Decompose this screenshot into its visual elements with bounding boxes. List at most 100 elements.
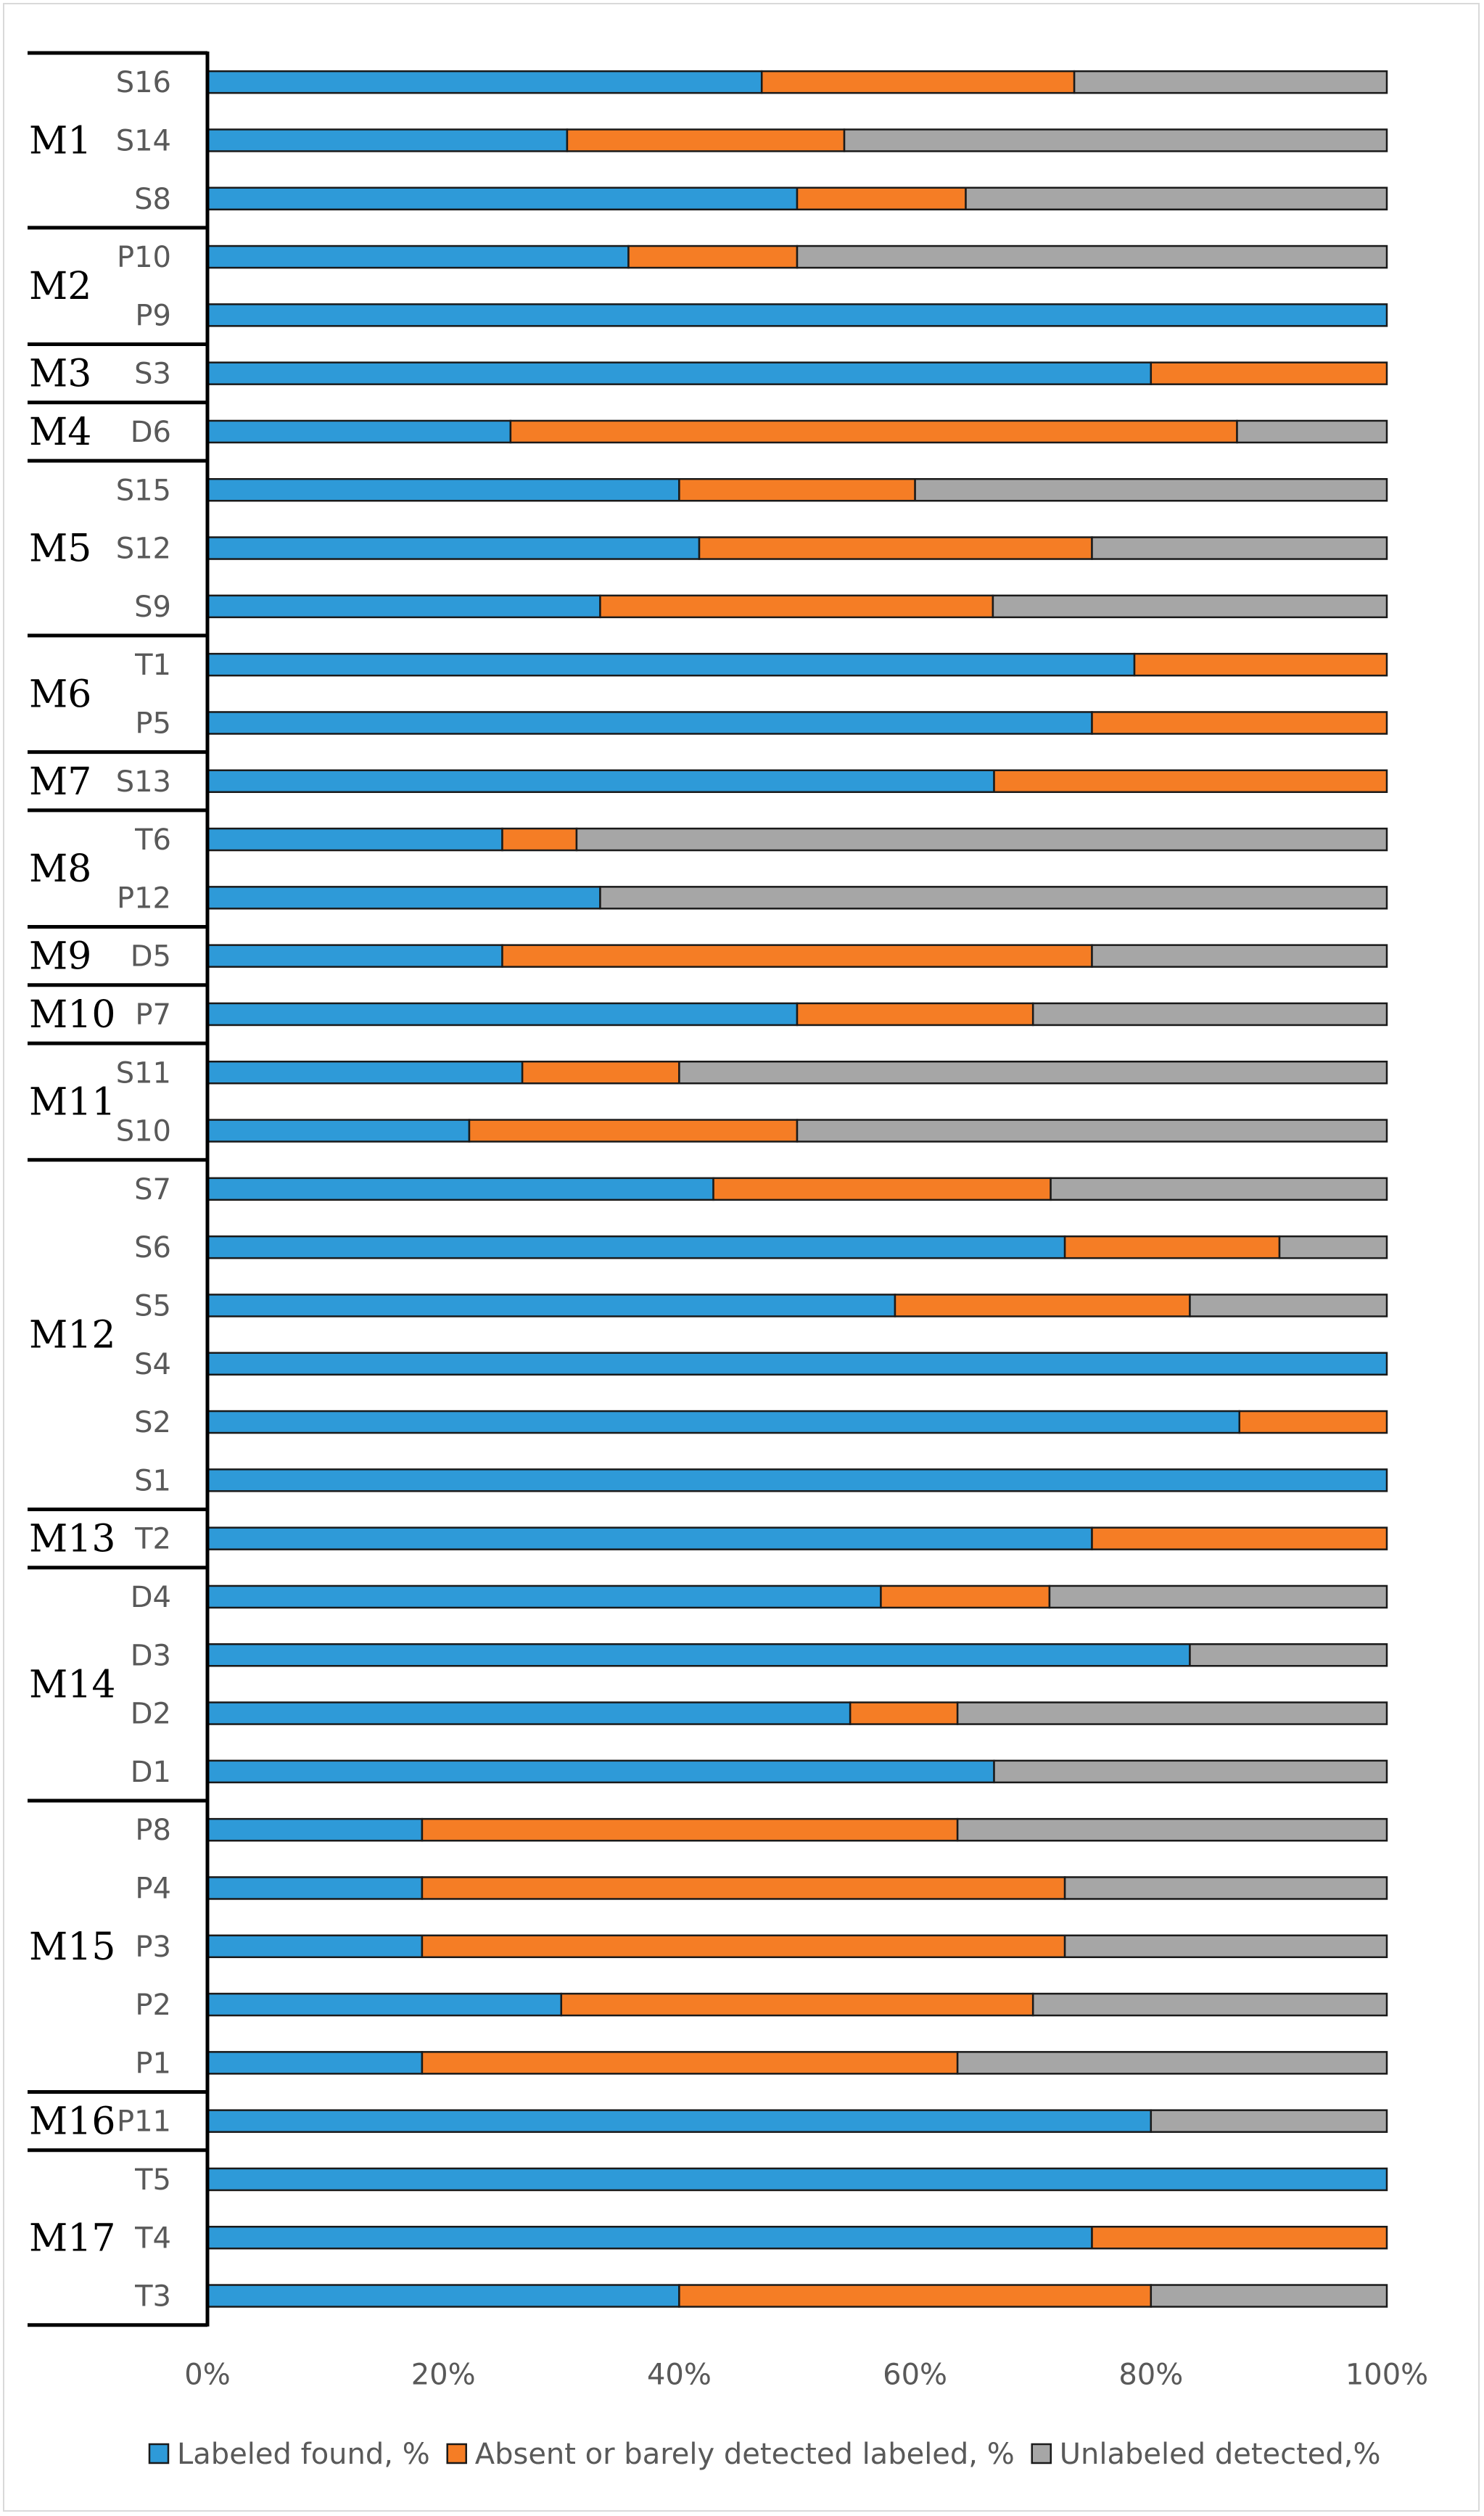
row-label-D4: D4 [131, 1581, 171, 1614]
row-label-T1: T1 [134, 649, 171, 682]
bar-segment-P1-s3 [956, 2051, 1388, 2075]
bar-segment-P5-s2 [1091, 711, 1388, 735]
row-label-P9: P9 [135, 299, 171, 332]
row-label-P8: P8 [135, 1814, 171, 1847]
bar-segment-S4-s1 [206, 1352, 1388, 1376]
row-label-S4: S4 [134, 1348, 171, 1381]
bar-segment-S9-s3 [992, 594, 1388, 619]
group-label-M3: M3 [29, 353, 91, 396]
bar-segment-P8-s3 [956, 1817, 1388, 1842]
row-label-T4: T4 [134, 2221, 171, 2255]
bar-segment-S7-s1 [206, 1177, 714, 1201]
bar-segment-P12-s1 [206, 886, 601, 910]
bar-segment-S15-s3 [914, 478, 1388, 502]
legend-label-1: Labeled found, % [177, 2438, 430, 2471]
bar-segment-P9-s1 [206, 303, 1388, 327]
bar-segment-D5-s3 [1091, 944, 1388, 968]
bar-segment-S10-s3 [796, 1119, 1388, 1143]
row-label-D3: D3 [131, 1639, 171, 1672]
row-label-S13: S13 [116, 765, 171, 799]
bar-segment-S10-s1 [206, 1119, 471, 1143]
labels-layer: S16 S14 S8 M1 P10 P9 M2 S3 M3 D6 M4 S15 S12 S9 M5 T1 P5 M… [29, 66, 171, 2313]
bar-segment-S11-s2 [521, 1061, 680, 1085]
bar-segment-T4-s1 [206, 2226, 1093, 2250]
bar-segment-T6-s1 [206, 827, 503, 852]
bar-segment-S13-s1 [206, 769, 995, 793]
bar-segment-S8-s3 [965, 186, 1388, 210]
bar-segment-S6-s1 [206, 1235, 1066, 1259]
bar-segment-S7-s3 [1050, 1177, 1388, 1201]
row-label-P1: P1 [135, 2047, 171, 2080]
row-label-P11: P11 [117, 2105, 171, 2139]
row-label-D1: D1 [131, 1756, 171, 1789]
bar-segment-S11-s1 [206, 1061, 524, 1085]
row-label-S6: S6 [134, 1231, 171, 1265]
bar-segment-D4-s3 [1048, 1584, 1388, 1609]
bar-segment-S15-s1 [206, 478, 680, 502]
axis-layer: 0% 20% 40% 60% 80% 100% [28, 51, 1428, 2392]
group-label-M5: M5 [29, 527, 91, 571]
group-label-M9: M9 [29, 935, 91, 979]
bar-segment-P3-s3 [1063, 1934, 1388, 1958]
row-label-P10: P10 [117, 241, 171, 274]
bar-segment-S8-s1 [206, 186, 799, 210]
bar-segment-S3-s2 [1150, 361, 1388, 385]
group-label-M15: M15 [29, 1925, 115, 1969]
bar-segment-T1-s2 [1133, 652, 1388, 677]
bar-segment-P8-s1 [206, 1817, 424, 1842]
bar-segment-P1-s2 [421, 2051, 959, 2075]
row-label-S12: S12 [116, 533, 171, 566]
bar-segment-T2-s2 [1091, 1526, 1388, 1550]
row-label-P12: P12 [117, 881, 171, 915]
bar-segment-T1-s1 [206, 652, 1136, 677]
group-label-M12: M12 [29, 1314, 115, 1357]
bar-segment-S2-s2 [1238, 1410, 1388, 1434]
group-label-M17: M17 [29, 2216, 115, 2260]
bar-segment-D2-s1 [206, 1701, 852, 1725]
bar-segment-S14-s1 [206, 128, 569, 152]
bar-segment-D2-s3 [956, 1701, 1388, 1725]
row-label-T2: T2 [134, 1523, 171, 1556]
group-label-M2: M2 [29, 265, 91, 308]
legend-label-2: Absent or barely detected labeled, % [475, 2438, 1015, 2471]
bar-segment-S16-s3 [1073, 70, 1388, 94]
bar-segment-P5-s1 [206, 711, 1093, 735]
bar-segment-S1-s1 [206, 1468, 1388, 1492]
x-tick-label: 0% [184, 2359, 230, 2392]
bar-segment-S13-s2 [993, 769, 1388, 793]
bar-segment-S16-s2 [760, 70, 1076, 94]
bar-segment-P10-s2 [627, 244, 799, 269]
bar-segment-S16-s1 [206, 70, 763, 94]
legend-swatch-2 [446, 2443, 467, 2464]
row-label-P2: P2 [135, 1989, 171, 2022]
legend-swatch-3 [1031, 2443, 1052, 2464]
bar-segment-D5-s2 [501, 944, 1093, 968]
x-tick-label: 40% [647, 2359, 712, 2392]
bar-segment-S6-s3 [1278, 1235, 1388, 1259]
group-label-M14: M14 [29, 1663, 115, 1706]
group-label-M13: M13 [29, 1518, 115, 1561]
group-label-M1: M1 [29, 119, 91, 163]
bar-segment-P7-s3 [1031, 1002, 1388, 1027]
bar-segment-P12-s3 [599, 886, 1388, 910]
bar-segment-S5-s3 [1189, 1294, 1388, 1317]
bar-segment-D4-s2 [880, 1584, 1051, 1609]
bar-segment-P11-s3 [1150, 2109, 1388, 2133]
bar-segment-S11-s3 [678, 1061, 1388, 1085]
bar-segment-D6-s3 [1236, 419, 1388, 444]
bar-segment-S10-s2 [468, 1119, 799, 1143]
row-label-S15: S15 [116, 474, 171, 507]
row-label-T5: T5 [134, 2163, 171, 2197]
group-label-M4: M4 [29, 411, 91, 454]
bar-segment-P3-s1 [206, 1934, 424, 1958]
bar-segment-D3-s1 [206, 1643, 1191, 1667]
bar-segment-D1-s3 [993, 1759, 1388, 1784]
x-tick-label: 80% [1118, 2359, 1183, 2392]
row-label-S9: S9 [134, 591, 171, 624]
row-label-P7: P7 [135, 998, 171, 1032]
bar-segment-P2-s1 [206, 1992, 563, 2017]
bar-segment-P2-s2 [560, 1992, 1034, 2017]
bar-segment-S12-s2 [698, 536, 1093, 560]
bar-segment-T3-s2 [678, 2284, 1153, 2308]
bar-segment-P1-s1 [206, 2051, 424, 2075]
